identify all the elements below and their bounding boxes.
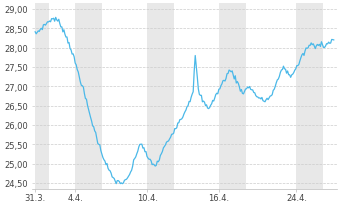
Bar [75, 4, 102, 189]
Bar [35, 4, 49, 189]
Bar [219, 4, 246, 189]
Bar [147, 4, 174, 189]
Bar [296, 4, 323, 189]
